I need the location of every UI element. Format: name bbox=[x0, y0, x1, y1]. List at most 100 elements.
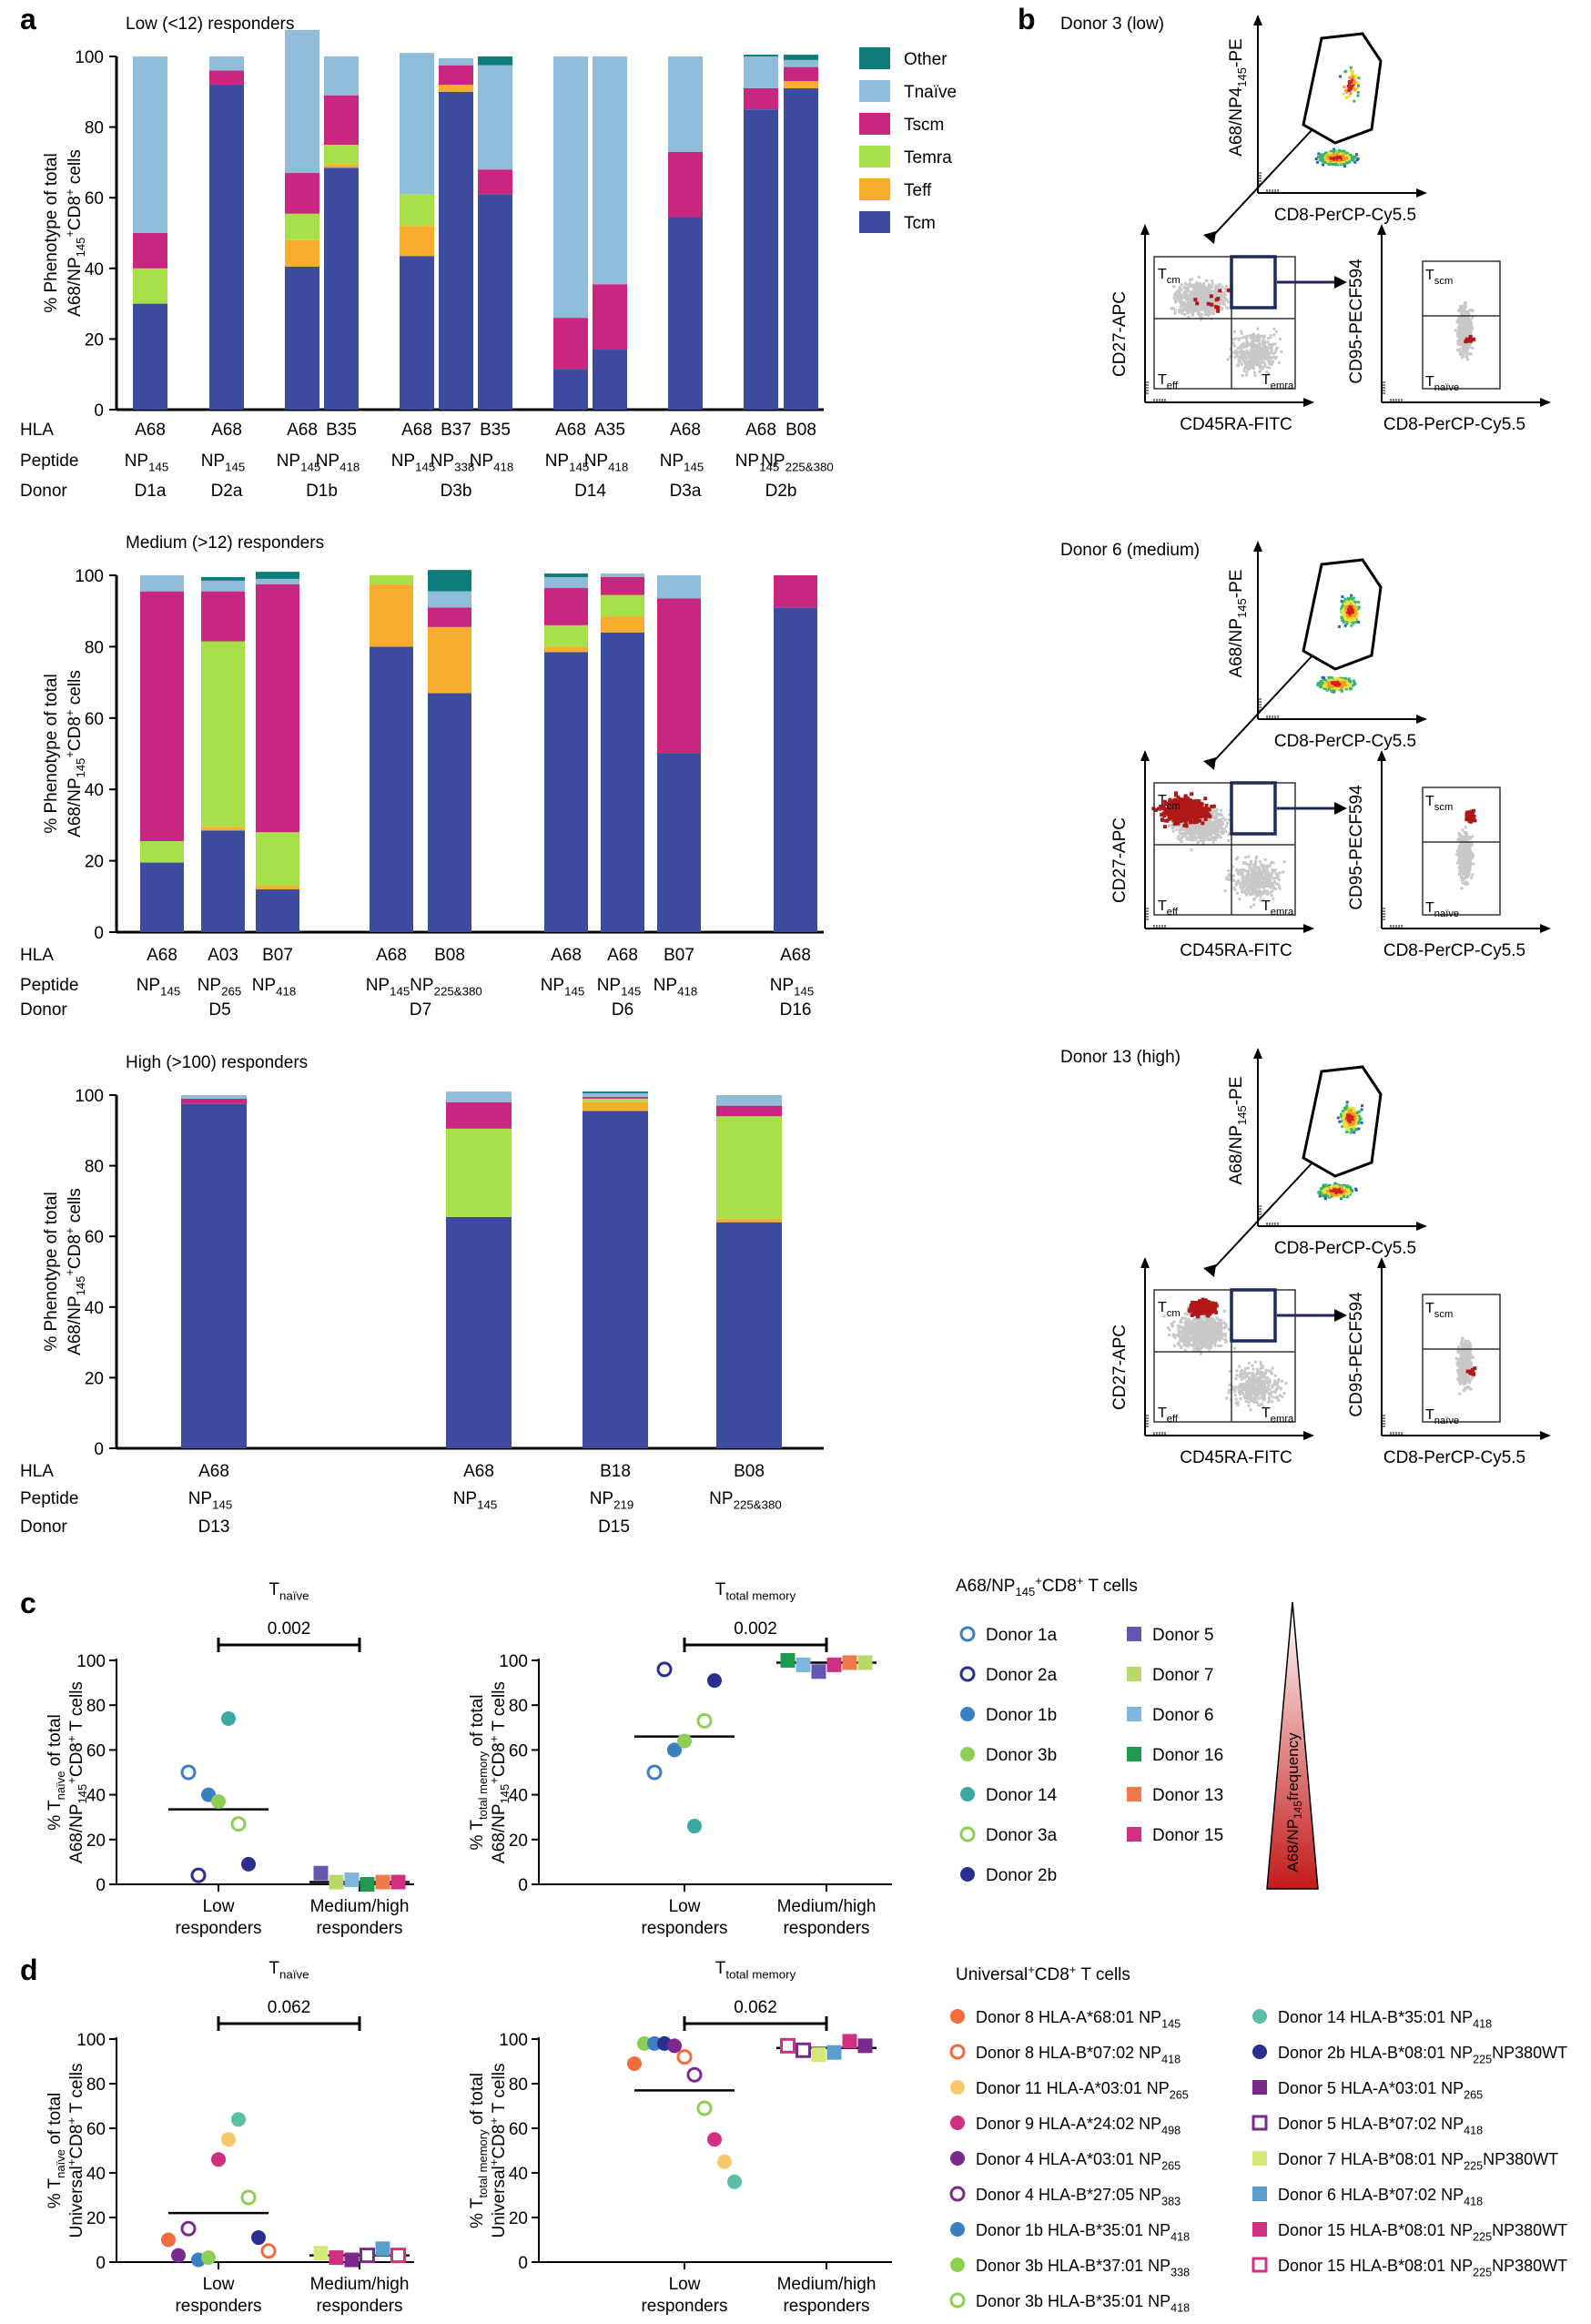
dot bbox=[1264, 873, 1268, 877]
dot bbox=[1332, 162, 1335, 166]
dot bbox=[1272, 355, 1275, 359]
dot bbox=[1215, 819, 1219, 823]
dot bbox=[1174, 293, 1178, 297]
dot bbox=[1236, 881, 1240, 885]
peptide-label: NP225&380 bbox=[410, 976, 482, 999]
dot bbox=[1189, 837, 1192, 841]
dot bbox=[1193, 824, 1197, 827]
dot bbox=[1219, 823, 1222, 827]
donor-label: D2a bbox=[211, 482, 243, 501]
dot bbox=[1244, 882, 1248, 886]
dot bbox=[1269, 334, 1272, 338]
dot bbox=[1163, 799, 1168, 804]
flow-y-label: CD27-APC bbox=[1110, 291, 1130, 377]
dot bbox=[1464, 320, 1467, 324]
dot bbox=[1258, 360, 1262, 364]
dot bbox=[1340, 689, 1343, 693]
dot bbox=[1243, 888, 1247, 892]
dot bbox=[1353, 600, 1357, 604]
legend-label: Tscm bbox=[904, 116, 944, 135]
dot bbox=[1456, 837, 1460, 841]
y-tick-label: 20 bbox=[85, 1369, 104, 1388]
dot bbox=[1221, 822, 1224, 826]
dot bbox=[1208, 818, 1211, 822]
dot bbox=[1224, 284, 1228, 288]
dot bbox=[1216, 300, 1220, 304]
dot bbox=[1176, 837, 1180, 840]
flow-x-label: CD8-PerCP-Cy5.5 bbox=[1274, 732, 1416, 751]
dot bbox=[1218, 289, 1222, 293]
dot bbox=[1464, 337, 1469, 341]
dot bbox=[1179, 800, 1183, 805]
dot bbox=[1221, 299, 1225, 303]
dot bbox=[1214, 305, 1219, 310]
dot bbox=[1459, 310, 1463, 313]
dot bbox=[1350, 72, 1353, 76]
dot bbox=[1257, 869, 1261, 873]
dot bbox=[1223, 299, 1227, 302]
dot bbox=[1221, 829, 1225, 833]
dot bbox=[1350, 594, 1353, 597]
dot bbox=[1210, 807, 1213, 811]
dot bbox=[1335, 161, 1339, 165]
dot bbox=[1342, 683, 1345, 686]
dot bbox=[1201, 817, 1204, 820]
dot bbox=[1251, 887, 1254, 890]
bar-segment-tscm bbox=[209, 70, 244, 86]
dot bbox=[1264, 349, 1268, 352]
dot bbox=[1199, 294, 1202, 298]
peptide-label: NP145 bbox=[188, 1489, 233, 1512]
dot bbox=[1268, 874, 1272, 878]
dot bbox=[1206, 309, 1210, 312]
dot bbox=[1190, 792, 1194, 797]
dot bbox=[1253, 888, 1257, 892]
dot bbox=[1461, 343, 1464, 347]
dot bbox=[1258, 877, 1262, 880]
dot bbox=[1250, 884, 1253, 888]
bar-segment-tnaive bbox=[446, 1091, 512, 1102]
dot bbox=[1249, 356, 1252, 360]
panel-b: b Donor 3 (low)A68/NP4145-PECD8-PerCP-Cy5… bbox=[1018, 3, 1551, 1467]
dot bbox=[1351, 620, 1354, 624]
dot bbox=[1188, 820, 1192, 825]
dot bbox=[1201, 312, 1204, 316]
dot bbox=[1232, 350, 1236, 354]
dot bbox=[1201, 819, 1205, 823]
dot bbox=[1201, 821, 1205, 826]
dot bbox=[1262, 365, 1265, 369]
dot bbox=[1271, 889, 1274, 893]
dot bbox=[1331, 160, 1334, 164]
bar-segment-tcm bbox=[744, 109, 778, 410]
dot bbox=[1352, 81, 1355, 85]
dot bbox=[1191, 286, 1195, 289]
dot bbox=[1193, 299, 1197, 303]
dot bbox=[1270, 860, 1273, 864]
dot bbox=[1171, 307, 1175, 310]
dot bbox=[1179, 819, 1183, 824]
bar-segment-tcm bbox=[716, 1222, 782, 1448]
dot bbox=[1179, 305, 1182, 309]
dot bbox=[1468, 330, 1472, 334]
peptide-label: NP145 bbox=[660, 452, 704, 474]
dot bbox=[1471, 326, 1474, 330]
dot bbox=[1183, 281, 1187, 285]
y-axis-label-2: A68/NP145+CD8+ cells bbox=[63, 1188, 87, 1355]
dot bbox=[1201, 316, 1204, 320]
dot bbox=[1460, 887, 1464, 890]
dot bbox=[1345, 610, 1349, 614]
dot bbox=[1181, 835, 1184, 838]
flow-donor-1: Donor 3 (low)A68/NP4145-PECD8-PerCP-Cy5.… bbox=[1060, 15, 1551, 434]
bar-segment-tscm bbox=[446, 1101, 512, 1129]
dot bbox=[1463, 325, 1466, 329]
dot bbox=[1207, 283, 1211, 287]
dot bbox=[1193, 828, 1197, 832]
dot bbox=[1322, 155, 1326, 158]
dot bbox=[1343, 611, 1346, 614]
peptide-label: NP145 bbox=[453, 1489, 498, 1512]
y-tick-label: 100 bbox=[75, 567, 104, 586]
dot bbox=[1262, 885, 1266, 888]
dot bbox=[1341, 619, 1344, 623]
peptide-label: NP225&380 bbox=[761, 452, 834, 474]
dot bbox=[1353, 79, 1356, 83]
dot bbox=[1219, 830, 1222, 834]
